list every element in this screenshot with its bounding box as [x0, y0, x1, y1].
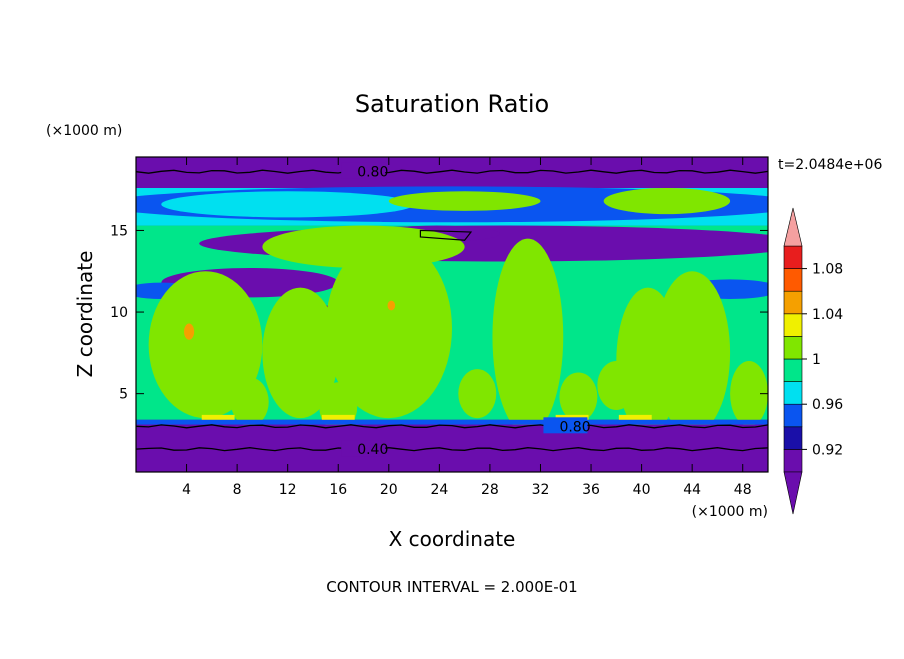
y-axis: 5 10 15: [110, 223, 768, 403]
contour-line-3: [135, 447, 769, 452]
x-axis: 4 8 12 16 20 24 28 32 36 40 44 48: [182, 157, 752, 498]
field-moist-plume-6: [654, 271, 731, 435]
field-saturation-strip-1: [321, 414, 355, 422]
colorbar-tick-label-3: 1: [812, 352, 821, 368]
colorbar-swatch-1: [783, 449, 803, 473]
colorbar-swatch-10: [783, 245, 803, 269]
field-small-plume-4: [559, 372, 598, 422]
x-tick-label-20: 20: [380, 482, 398, 498]
x-axis-label: X coordinate: [389, 527, 516, 551]
x-unit-label: (×1000 m): [692, 504, 768, 520]
colorbar-tick-label-4: 1.04: [812, 307, 843, 323]
colorbar-swatch-6: [783, 336, 803, 360]
field-supersaturated-spot-1: [184, 323, 195, 340]
x-tick-label-24: 24: [430, 482, 448, 498]
colorbar-swatch-5: [783, 358, 803, 382]
field-supersaturated-spot-2: [387, 300, 396, 311]
contour-label-3: 0.40: [357, 442, 388, 458]
x-tick-label-8: 8: [233, 482, 242, 498]
field-small-plume-5: [597, 361, 636, 410]
field-saturation-strip-4: [201, 414, 235, 422]
field-small-plume-3: [458, 369, 497, 419]
x-tick-label-44: 44: [683, 482, 701, 498]
contour-closed-upper: [419, 229, 473, 241]
plot-area: [136, 157, 768, 472]
field-moist-plume-2: [262, 287, 339, 419]
field-moist-plume-3: [325, 238, 452, 419]
colorbar-tick-label-1: 0.92: [812, 442, 843, 458]
x-tick-label-36: 36: [582, 482, 600, 498]
chart-title: Saturation Ratio: [355, 90, 549, 118]
x-tick-label-32: 32: [532, 482, 550, 498]
field-moist-plume-7: [730, 361, 768, 427]
colorbar-swatch-9: [783, 268, 803, 292]
y-axis-label: Z coordinate: [73, 251, 97, 378]
contour-label-bg-3: [341, 440, 386, 457]
x-tick-label-40: 40: [633, 482, 651, 498]
x-tick-label-16: 16: [329, 482, 347, 498]
colorbar-tick-label-5: 1.08: [812, 262, 843, 278]
colorbar-under-arrow: [783, 471, 803, 515]
colorbar-over-arrow: [783, 207, 803, 247]
x-tick-label-4: 4: [182, 482, 191, 498]
field-upper-lime-patch-2: [603, 188, 731, 215]
colorbar: 0.92 0.96 1 1.04 1.08: [783, 207, 843, 515]
field-upper-cyan-patch: [161, 191, 415, 218]
contour-label-1: 0.80: [357, 165, 388, 181]
colorbar-swatch-3: [783, 403, 803, 428]
colorbar-swatch-4: [783, 381, 803, 405]
field-small-plume-1: [230, 377, 269, 427]
field-upper-lime-patch-1: [388, 191, 541, 211]
plot-frame: [135, 156, 769, 473]
x-tick-label-48: 48: [734, 482, 752, 498]
contour-line-2: [135, 424, 769, 429]
contour-line-1: [135, 169, 769, 174]
contour-interval-footer: CONTOUR INTERVAL = 2.000E-01: [326, 578, 577, 596]
contour-label-bg-2: [543, 417, 588, 434]
y-tick-label-5: 5: [119, 387, 128, 403]
y-tick-label-10: 10: [110, 305, 128, 321]
colorbar-swatch-8: [783, 290, 803, 315]
y-tick-label-15: 15: [110, 223, 128, 239]
field-moist-plume-4: [492, 238, 564, 435]
time-label: t=2.0484e+06: [778, 157, 882, 173]
y-unit-label: (×1000 m): [46, 123, 122, 139]
colorbar-tick-label-2: 0.96: [812, 397, 843, 413]
x-tick-label-12: 12: [279, 482, 297, 498]
colorbar-swatch-2: [783, 426, 803, 450]
contour-lines: 0.80 0.80 0.40: [135, 162, 769, 458]
x-tick-label-28: 28: [481, 482, 499, 498]
colorbar-swatch-7: [783, 313, 803, 337]
field-boundary-blue: [136, 419, 768, 425]
field-moist-plume-1: [148, 271, 263, 419]
contour-label-2: 0.80: [559, 419, 590, 435]
contour-label-bg-1: [341, 162, 386, 179]
field-saturation-strip-3: [618, 414, 652, 422]
